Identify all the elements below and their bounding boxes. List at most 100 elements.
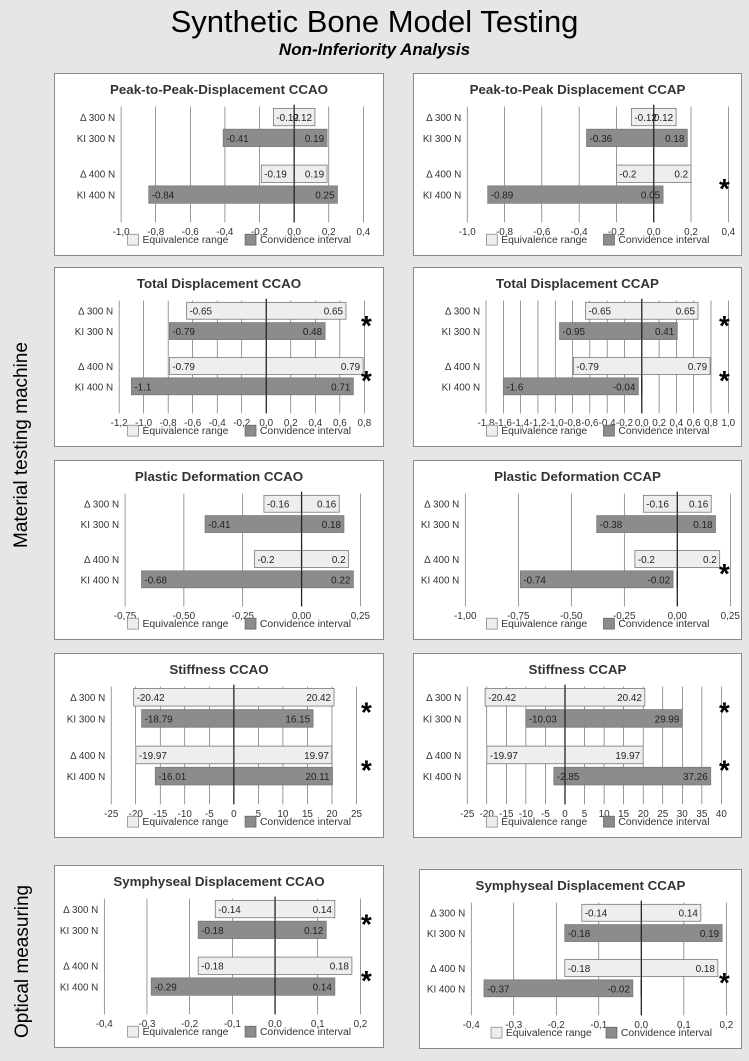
data-label-high: 0.19 — [305, 134, 325, 145]
category-label: Δ 300 N — [445, 307, 480, 318]
tick-label: -10 — [178, 809, 193, 820]
legend-swatch-confidence — [603, 815, 615, 828]
legend-swatch-equivalence — [127, 815, 139, 828]
legend-swatch-confidence — [603, 424, 615, 437]
tick-label: 0,0 — [268, 1019, 282, 1030]
legend-label-confidence: Convidence interval — [618, 235, 709, 246]
tick-label: -0,2 — [616, 418, 633, 429]
tick-label: 0,8 — [704, 418, 718, 429]
tick-label: 0,2 — [354, 1019, 368, 1030]
legend-swatch-confidence — [605, 1026, 618, 1039]
legend-label-confidence: Convidence interval — [260, 1027, 351, 1038]
data-label-low: -0.18 — [568, 964, 591, 975]
legend-swatch-equivalence — [486, 617, 498, 630]
category-label: Δ 400 N — [78, 362, 113, 373]
data-label-low: -0.74 — [523, 575, 546, 586]
confidence-bar — [483, 979, 634, 998]
chart-panel-5: Plastic Deformation CCAO -0,75 -0,50 -0,25 0… — [54, 460, 384, 640]
category-label: KI 400 N — [60, 983, 98, 994]
category-label: Δ 400 N — [84, 555, 119, 566]
category-label: KI 400 N — [423, 191, 461, 202]
tick-label: -0,25 — [231, 611, 254, 622]
legend-label-equivalence: Equivalence range — [142, 619, 228, 630]
tick-label: -0,6 — [184, 418, 202, 429]
legend-swatch-equivalence — [127, 233, 139, 246]
data-label-low: -0.79 — [172, 327, 195, 338]
data-label-high: 0.18 — [665, 134, 685, 145]
legend-swatch-equivalence — [127, 617, 139, 630]
legend-swatch-confidence — [244, 1025, 257, 1038]
data-label-low: -0.18 — [568, 929, 591, 940]
category-label: KI 400 N — [67, 772, 105, 783]
data-label-low: -0.19 — [264, 170, 287, 181]
tick-label: 0,00 — [668, 611, 688, 622]
tick-label: 30 — [677, 809, 688, 820]
chart-panel-6: Plastic Deformation CCAP -1,00 -0,75 -0,50 -… — [413, 460, 742, 640]
chart-panel-8: Stiffness CCAP -25 -20 -15 -10 -5 0 5 10 15 20 25 30… — [413, 653, 742, 838]
tick-label: -0,8 — [496, 227, 514, 238]
tick-label: 0,4 — [357, 227, 371, 238]
data-label-low: -0.16 — [646, 500, 669, 511]
data-label-low: -0.38 — [600, 520, 623, 531]
confidence-bar — [559, 322, 678, 340]
tick-label: 0,2 — [652, 418, 666, 429]
data-label-high: 0.05 — [641, 191, 661, 202]
legend-swatch-confidence — [603, 233, 615, 246]
data-label-low: -0.89 — [491, 191, 514, 202]
category-label: KI 400 N — [75, 382, 113, 393]
legend-label-equivalence: Equivalence range — [142, 1027, 228, 1038]
tick-label: -0,4 — [96, 1019, 114, 1030]
data-label-high: 0.14 — [313, 983, 333, 994]
tick-label: -5 — [205, 809, 214, 820]
data-label-high: 0.18 — [696, 964, 716, 975]
tick-label: -0,6 — [182, 227, 200, 238]
confidence-bar — [141, 709, 314, 728]
tick-label: -15 — [499, 809, 514, 820]
category-label: Δ 300 N — [70, 693, 105, 704]
category-label: Δ 400 N — [63, 962, 98, 973]
tick-label: -0,2 — [181, 1019, 198, 1030]
data-label-low: -0.65 — [190, 307, 213, 318]
tick-label: -0,8 — [564, 418, 582, 429]
tick-label: -1,6 — [495, 418, 513, 429]
data-label-low: -0.65 — [589, 307, 612, 318]
data-label-low: -0.12 — [634, 113, 657, 124]
chart-title: Stiffness CCAP — [529, 662, 627, 677]
tick-label: 0,25 — [721, 611, 741, 622]
tick-label: 0,4 — [308, 418, 322, 429]
category-label: Δ 400 N — [430, 964, 465, 975]
figure-title: Synthetic Bone Model Testing — [170, 4, 579, 39]
data-label-low: -0.37 — [487, 984, 510, 995]
tick-label: -15 — [153, 809, 168, 820]
tick-label: -1,0 — [135, 418, 153, 429]
tick-label: -0,6 — [533, 227, 551, 238]
data-label-high: 0.79 — [688, 362, 708, 373]
significance-asterisk: * — [361, 697, 372, 728]
tick-label: 0,4 — [721, 227, 735, 238]
significance-asterisk: * — [361, 754, 372, 785]
legend-swatch-equivalence — [127, 424, 139, 437]
data-label-high: 0.2 — [674, 170, 688, 181]
significance-asterisk: * — [719, 365, 730, 396]
section-label-optical-measuring: Optical measuring — [12, 884, 33, 1038]
tick-label: 0,00 — [292, 611, 312, 622]
tick-label: -0,1 — [590, 1020, 608, 1031]
data-label-low: -0.79 — [172, 362, 195, 373]
significance-asterisk: * — [719, 754, 730, 785]
chart-panel-4: Total Displacement CCAP-1,8 -1,6 -1,4 -1,2-… — [413, 267, 742, 447]
confidence-bar — [141, 570, 354, 589]
tick-label: 15 — [618, 809, 629, 820]
legend-swatch-confidence — [244, 424, 257, 437]
chart-panel-10: Symphyseal Displacement CCAP -0,4 -0,3 -0,2… — [419, 869, 742, 1049]
tick-label: 0,4 — [670, 418, 684, 429]
category-label: Δ 300 N — [63, 905, 98, 916]
category-label: KI 300 N — [423, 714, 461, 725]
data-label-low: -19.97 — [139, 751, 167, 762]
tick-label: -1,0 — [459, 227, 477, 238]
legend-swatch-confidence — [244, 233, 257, 246]
data-label-low: -0.84 — [152, 191, 175, 202]
tick-label: -0,4 — [571, 227, 589, 238]
category-label: KI 300 N — [75, 327, 113, 338]
legend-swatch-confidence — [244, 815, 257, 828]
tick-label: -25 — [460, 809, 475, 820]
